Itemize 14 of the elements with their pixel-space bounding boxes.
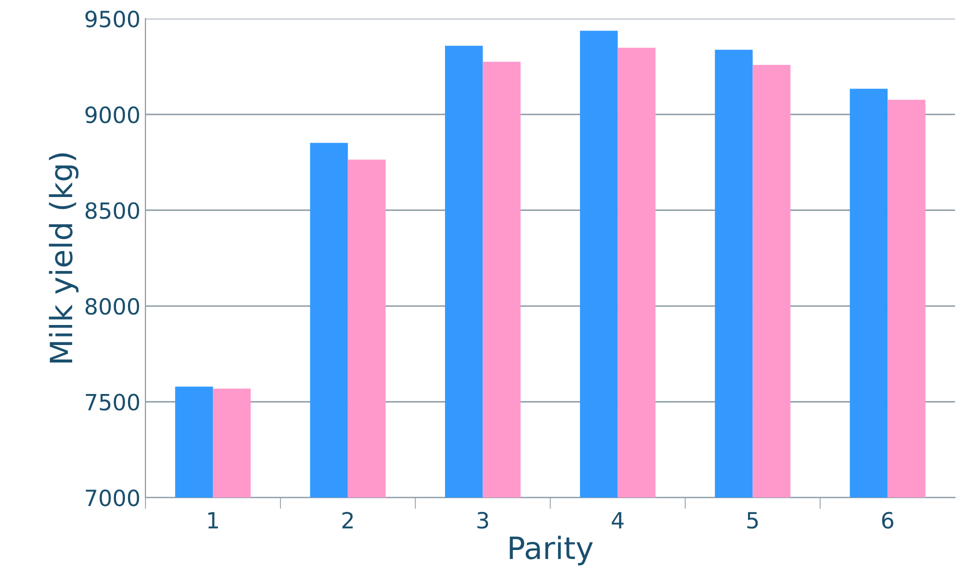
y-tick-label: 7500	[86, 394, 140, 411]
y-tick-label: 8500	[86, 202, 140, 219]
x-tick-label: 5	[747, 512, 758, 529]
y-axis-title: Milk yield (kg)	[48, 153, 78, 362]
y-tick-label: 9000	[85, 106, 140, 124]
x-tick-label: 1	[208, 512, 218, 528]
y-tick-label: 8000	[86, 298, 140, 315]
y-tick-label: 7000	[86, 490, 140, 506]
x-tick-label: 4	[612, 512, 624, 528]
x-tick-label: 6	[882, 512, 894, 529]
x-axis-title: Parity	[510, 536, 593, 566]
x-tick-label: 2	[342, 512, 353, 528]
x-tick-label: 3	[477, 512, 488, 529]
y-tick-label: 9500	[85, 10, 140, 28]
